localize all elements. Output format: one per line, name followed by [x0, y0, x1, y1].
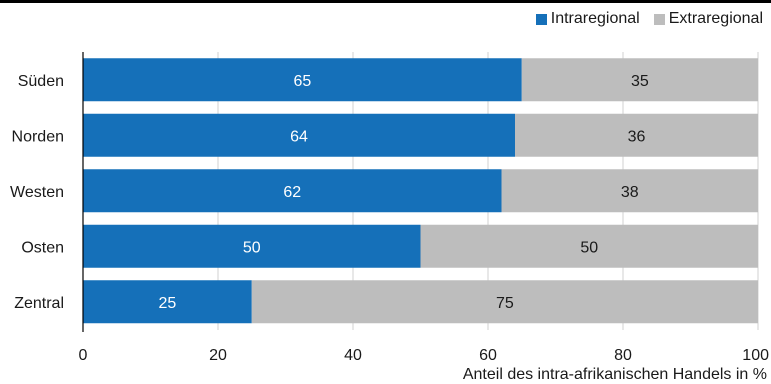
bar-extraregional-norden: [515, 113, 758, 157]
legend-label-extraregional: Extraregional: [668, 10, 763, 27]
x-tick-label-40: 40: [344, 347, 362, 364]
legend-item-extraregional: Extraregional: [653, 10, 763, 28]
x-tick-label-80: 80: [614, 347, 632, 364]
x-tick-label-100: 100: [742, 347, 769, 364]
category-label-osten: Osten: [21, 239, 64, 256]
bar-intraregional-zentral: [83, 280, 252, 324]
bar-extraregional-westen: [501, 169, 758, 213]
category-label-westen: Westen: [10, 184, 64, 201]
top-rule: [0, 0, 771, 3]
bar-intraregional-osten: [83, 224, 421, 268]
category-label-norden: Norden: [12, 128, 64, 145]
data-label-intraregional-suden: 65: [293, 73, 311, 90]
legend-swatch-intraregional: [535, 13, 547, 25]
x-axis-title: Anteil des intra-afrikanischen Handels i…: [462, 366, 767, 383]
legend-swatch-extraregional: [653, 13, 665, 25]
data-label-intraregional-westen: 62: [283, 184, 301, 201]
legend-label-intraregional: Intraregional: [550, 10, 640, 27]
category-label-zentral: Zentral: [14, 295, 64, 312]
legend: Intraregional Extraregional: [535, 10, 763, 28]
data-label-intraregional-norden: 64: [290, 128, 308, 145]
data-label-extraregional-suden: 35: [631, 73, 649, 90]
data-label-intraregional-osten: 50: [243, 239, 261, 256]
data-label-extraregional-zentral: 75: [496, 295, 514, 312]
bar-extraregional-zentral: [251, 280, 758, 324]
legend-item-intraregional: Intraregional: [535, 10, 640, 28]
data-label-extraregional-osten: 50: [580, 239, 598, 256]
x-tick-label-0: 0: [79, 347, 88, 364]
data-label-extraregional-westen: 38: [621, 184, 639, 201]
data-label-intraregional-zentral: 25: [158, 295, 176, 312]
bar-extraregional-osten: [420, 224, 758, 268]
bar-intraregional-suden: [83, 58, 522, 102]
bar-extraregional-suden: [521, 58, 758, 102]
bar-intraregional-westen: [83, 169, 502, 213]
bar-intraregional-norden: [83, 113, 515, 157]
category-label-suden: Süden: [18, 73, 64, 90]
data-label-extraregional-norden: 36: [628, 128, 646, 145]
x-tick-label-20: 20: [209, 347, 227, 364]
x-tick-label-60: 60: [479, 347, 497, 364]
